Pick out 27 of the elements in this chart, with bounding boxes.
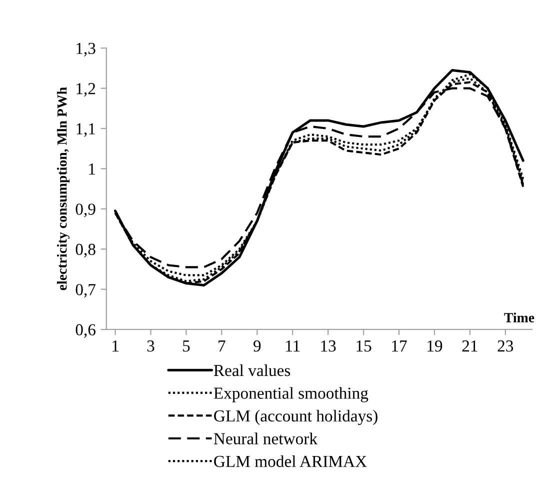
x-tick-label: 11	[286, 340, 300, 352]
x-tick-label: 15	[356, 340, 372, 352]
x-tick-label: 17	[392, 340, 407, 352]
x-tick-label: 5	[183, 340, 190, 352]
y-tick-label: 1	[89, 163, 95, 174]
legend-label: GLM (account holidays)	[214, 410, 378, 426]
x-tick-label: 19	[428, 340, 442, 352]
x-tick-label: 23	[498, 340, 514, 352]
y-tick-label: 0,8	[76, 244, 96, 258]
y-tick-label: 1,2	[76, 83, 96, 97]
x-axis-title: Time	[504, 312, 534, 322]
y-tick-label: 0,9	[76, 204, 96, 218]
y-tick-label: 1,3	[76, 42, 96, 56]
y-tick-label: 1,1	[76, 123, 95, 137]
x-tick-label: 1	[112, 340, 118, 352]
legend-label: Real values	[214, 364, 290, 376]
x-tick-label: 7	[218, 340, 226, 352]
legend-label: Neural network	[214, 432, 318, 444]
y-axis-title: electricity consumption, Mln PWh	[56, 87, 70, 290]
x-tick-label: 3	[147, 340, 154, 352]
x-tick-label: 9	[254, 340, 261, 352]
legend-label: Exponential smoothing	[214, 387, 368, 402]
x-tick-label: 21	[462, 340, 478, 352]
y-tick-label: 0,6	[76, 324, 96, 338]
y-tick-label: 0,7	[76, 284, 96, 298]
legend-label: GLM model ARIMAX	[214, 455, 367, 468]
x-tick-label: 13	[321, 340, 336, 352]
